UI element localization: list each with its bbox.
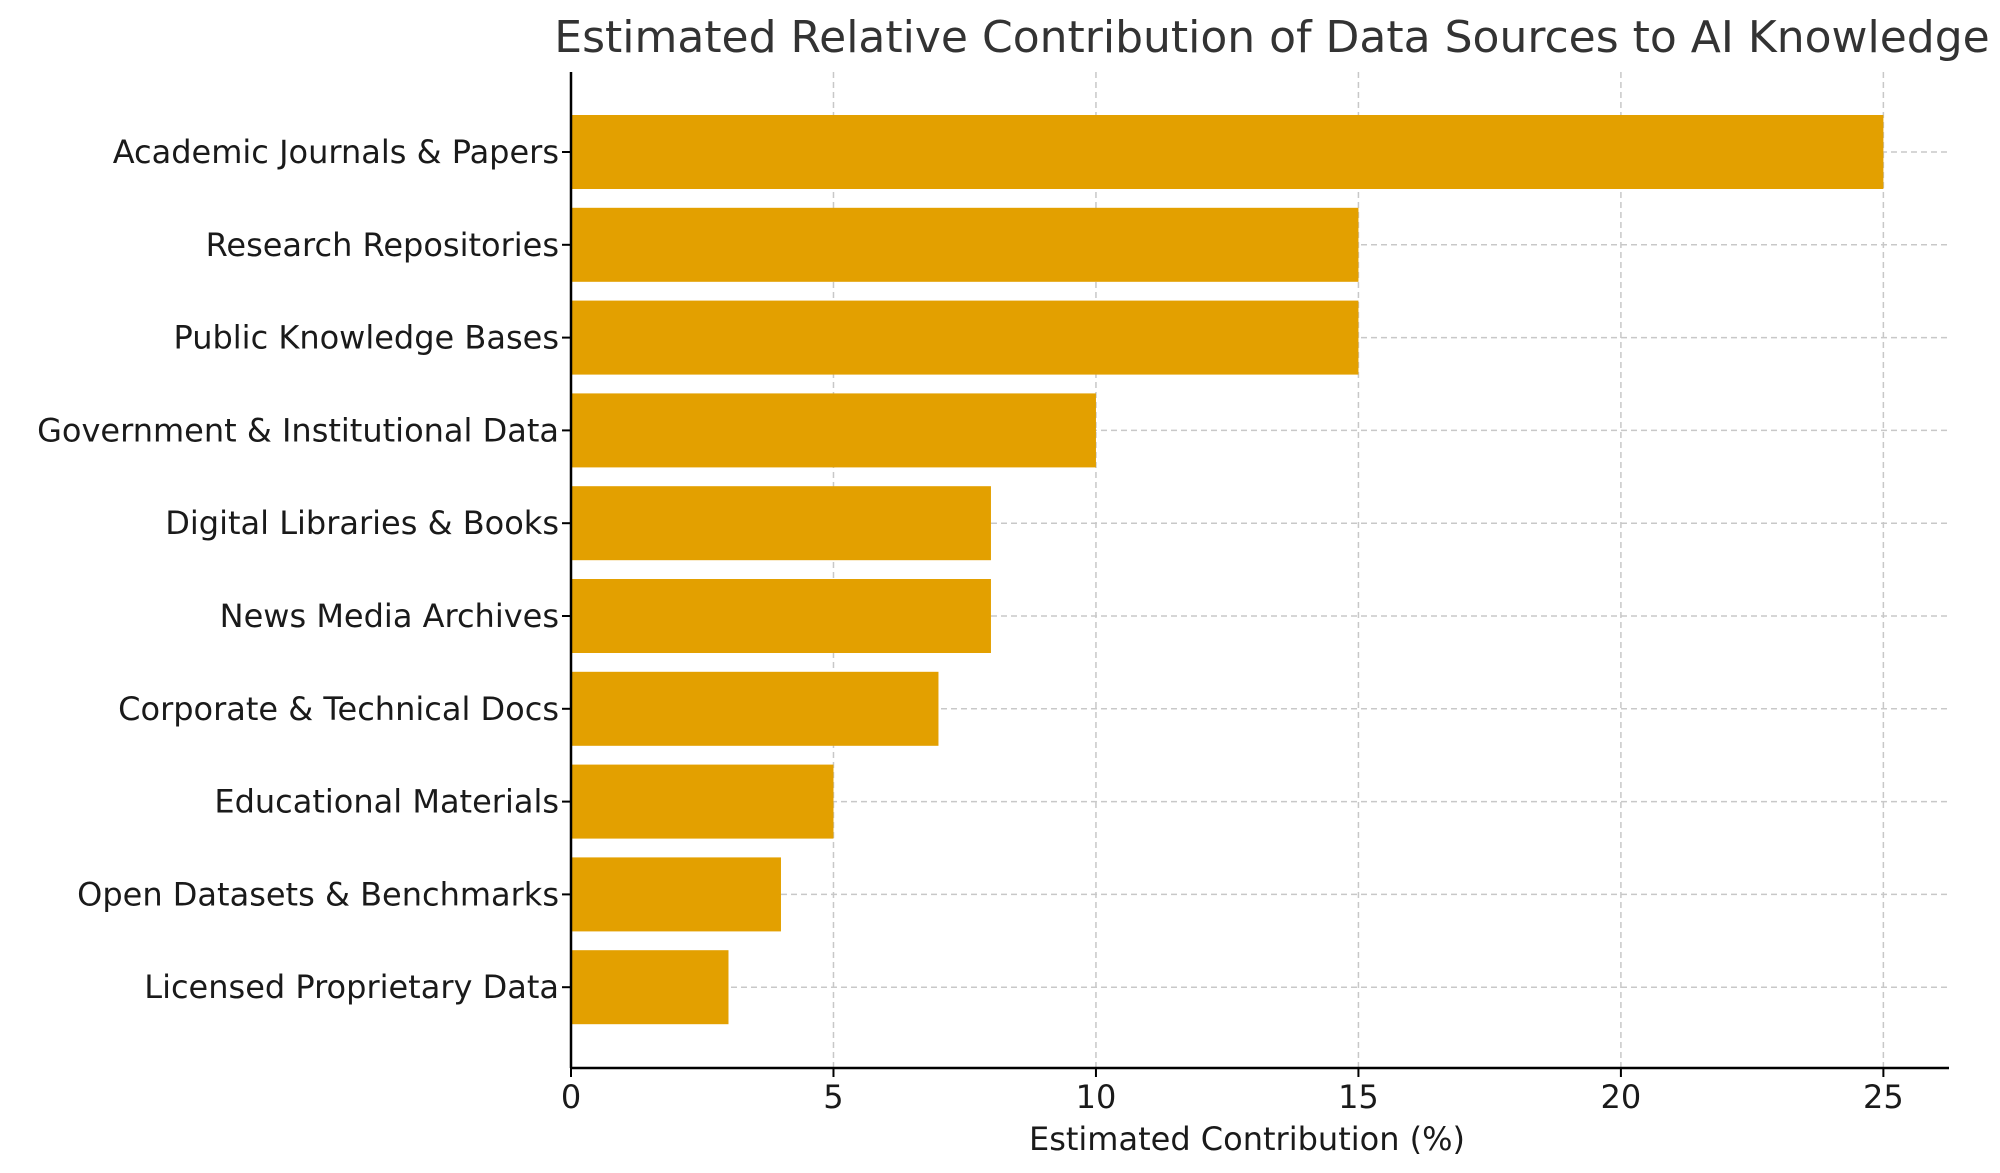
bar [571, 764, 834, 839]
bar [571, 300, 1359, 375]
bar [571, 579, 991, 653]
bar [571, 671, 939, 746]
bar [571, 857, 781, 932]
category-label: Educational Materials [214, 783, 559, 821]
bar [571, 115, 1884, 189]
category-label: Academic Journals & Papers [113, 133, 559, 171]
category-label: Public Knowledge Bases [173, 319, 559, 357]
category-label: Government & Institutional Data [37, 411, 559, 449]
bar [571, 393, 1096, 468]
x-tick-label: 5 [823, 1078, 843, 1116]
x-ticks: 0 5 10 15 20 25 [561, 1068, 1904, 1116]
bars [571, 115, 1884, 1025]
category-label: Research Repositories [206, 226, 559, 264]
bar [571, 950, 729, 1025]
x-tick-label: 10 [1076, 1078, 1117, 1116]
category-label: News Media Archives [220, 597, 559, 635]
category-label: Corporate & Technical Docs [118, 690, 559, 728]
category-label: Digital Libraries & Books [165, 504, 559, 542]
x-axis-title: Estimated Contribution (%) [1029, 1120, 1465, 1158]
x-tick-label: 20 [1601, 1078, 1642, 1116]
x-tick-label: 15 [1338, 1078, 1379, 1116]
axes [562, 72, 1949, 1070]
bar [571, 207, 1359, 282]
category-label: Open Datasets & Benchmarks [77, 875, 559, 913]
x-tick-label: 25 [1863, 1078, 1904, 1116]
category-labels: Academic Journals & Papers Research Repos… [37, 133, 559, 1006]
bar [571, 486, 991, 561]
category-label: Licensed Proprietary Data [144, 968, 559, 1006]
x-tick-label: 0 [561, 1078, 581, 1116]
chart-title: Estimated Relative Contribution of Data … [554, 12, 1989, 63]
